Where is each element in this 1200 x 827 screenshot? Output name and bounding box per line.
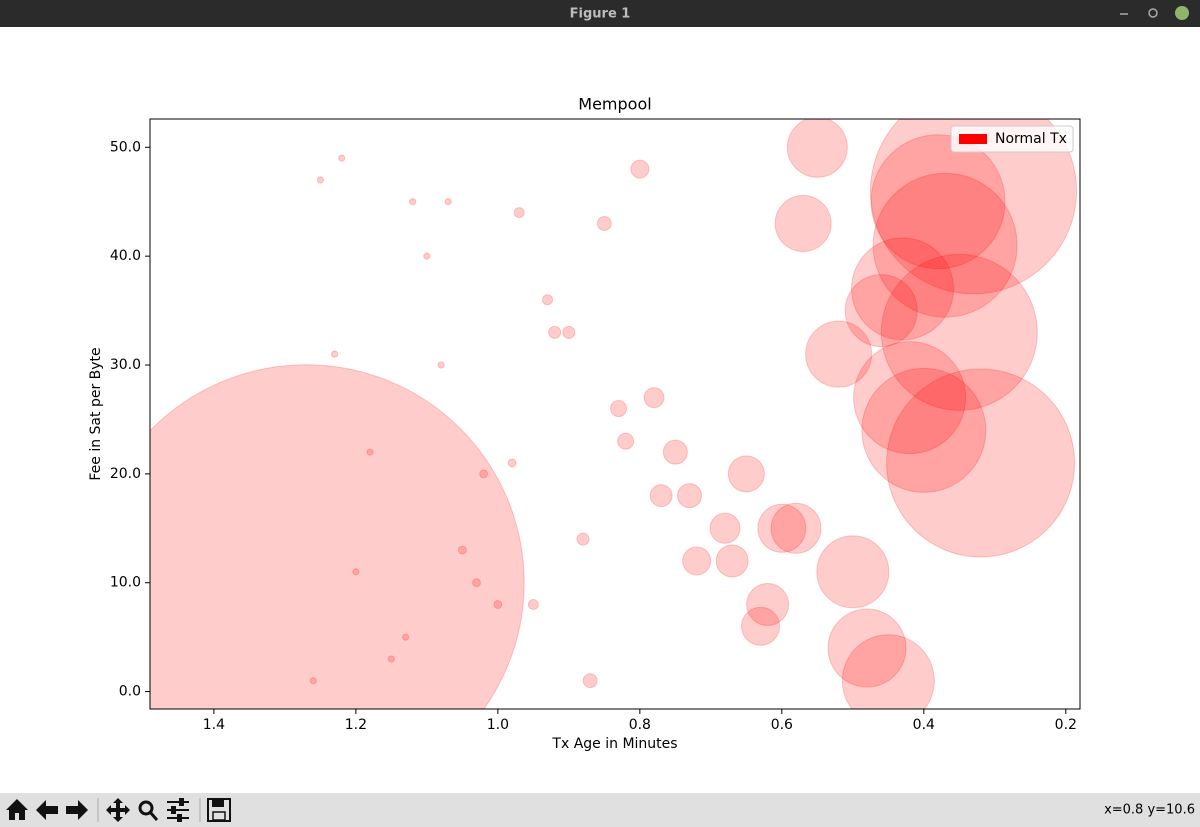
bubble (682, 546, 712, 576)
bubble (352, 568, 360, 576)
bubble (727, 455, 765, 493)
bubble (757, 503, 807, 553)
bubble (844, 274, 918, 348)
pan-button[interactable] (106, 798, 130, 822)
legend: Normal Tx (950, 125, 1074, 153)
y-tick-label: 20.0 (110, 466, 141, 482)
bubble (479, 469, 489, 479)
x-tick-label: 0.6 (771, 717, 793, 733)
toolbar-icons (6, 798, 231, 822)
y-axis-label: Fee in Sat per Byte (88, 347, 104, 480)
bubble (457, 545, 467, 555)
plot-area (150, 119, 1077, 709)
legend-label: Normal Tx (995, 131, 1067, 147)
bubble (774, 194, 832, 253)
x-tick-label: 0.8 (629, 717, 651, 733)
window-title: Figure 1 (570, 7, 631, 22)
bubble (741, 606, 781, 646)
bubble (444, 198, 452, 206)
bubble (746, 583, 790, 626)
home-button[interactable] (6, 799, 28, 820)
x-tick-label: 0.2 (1055, 717, 1077, 733)
bubble (770, 502, 822, 554)
bubble (527, 598, 539, 611)
bubble (786, 119, 848, 178)
y-tick-label: 10.0 (110, 575, 141, 591)
x-axis-label: Tx Age in Minutes (551, 736, 677, 752)
bubble (610, 400, 628, 418)
bubble (827, 608, 907, 688)
bubble (805, 320, 873, 388)
bubble (387, 655, 395, 663)
bubble (715, 544, 749, 578)
bubble (562, 325, 576, 339)
bubble (630, 159, 650, 179)
bubble (596, 216, 612, 231)
legend-swatch (959, 134, 987, 144)
bubble (493, 600, 503, 609)
save-icon-part (212, 800, 224, 807)
bubble (582, 673, 598, 689)
bubble (851, 237, 955, 341)
bubble (330, 350, 339, 358)
bubble (309, 677, 317, 685)
bubble (872, 172, 1018, 318)
legend-box (950, 125, 1074, 153)
chart-title: Mempool (578, 95, 651, 114)
configure-button[interactable] (167, 798, 189, 822)
x-tick-label: 0.4 (913, 717, 935, 733)
y-tick-label: 50.0 (110, 139, 141, 155)
bubble (886, 368, 1076, 558)
title-bar (0, 0, 1200, 27)
bubble (662, 439, 688, 465)
save-icon-part (212, 811, 226, 821)
back-button[interactable] (36, 800, 58, 820)
axes-frame (149, 118, 1081, 710)
bubble (150, 364, 525, 709)
bubble (548, 325, 562, 339)
bubble (853, 341, 967, 455)
bubble (880, 253, 1038, 411)
bubble (409, 198, 417, 206)
bubble (841, 634, 935, 709)
save-button[interactable] (207, 798, 231, 822)
x-tick-label: 1.4 (203, 717, 225, 733)
y-tick-label: 30.0 (110, 357, 141, 373)
bubble (677, 483, 703, 509)
bubble (576, 532, 590, 546)
bubble (423, 252, 431, 260)
bubble (709, 512, 741, 544)
close-button[interactable] (1175, 6, 1189, 20)
y-tick-label: 0.0 (119, 684, 141, 700)
bubble (816, 535, 890, 609)
bubble (617, 432, 635, 450)
bubble (437, 361, 445, 369)
bubble (542, 294, 554, 306)
bubble (338, 154, 346, 162)
y-tick-label: 40.0 (110, 248, 141, 264)
forward-button[interactable] (66, 800, 88, 820)
zoom-handle (148, 811, 159, 821)
bubble (472, 578, 482, 588)
bubble (316, 176, 324, 184)
bubble (366, 448, 374, 456)
bubble (507, 458, 517, 468)
bubble (649, 484, 673, 508)
restore-button[interactable] (1148, 8, 1158, 18)
x-tick-label: 1.2 (345, 717, 367, 733)
bubble (643, 387, 665, 409)
status-text: x=0.8 y=10.6 (1104, 803, 1195, 818)
zoom-button[interactable] (138, 800, 154, 816)
bubble (870, 119, 1077, 295)
bubble (513, 207, 525, 219)
x-tick-label: 1.0 (487, 717, 509, 733)
bubble (870, 134, 1006, 270)
bubble (861, 367, 987, 493)
bubble (401, 633, 410, 641)
